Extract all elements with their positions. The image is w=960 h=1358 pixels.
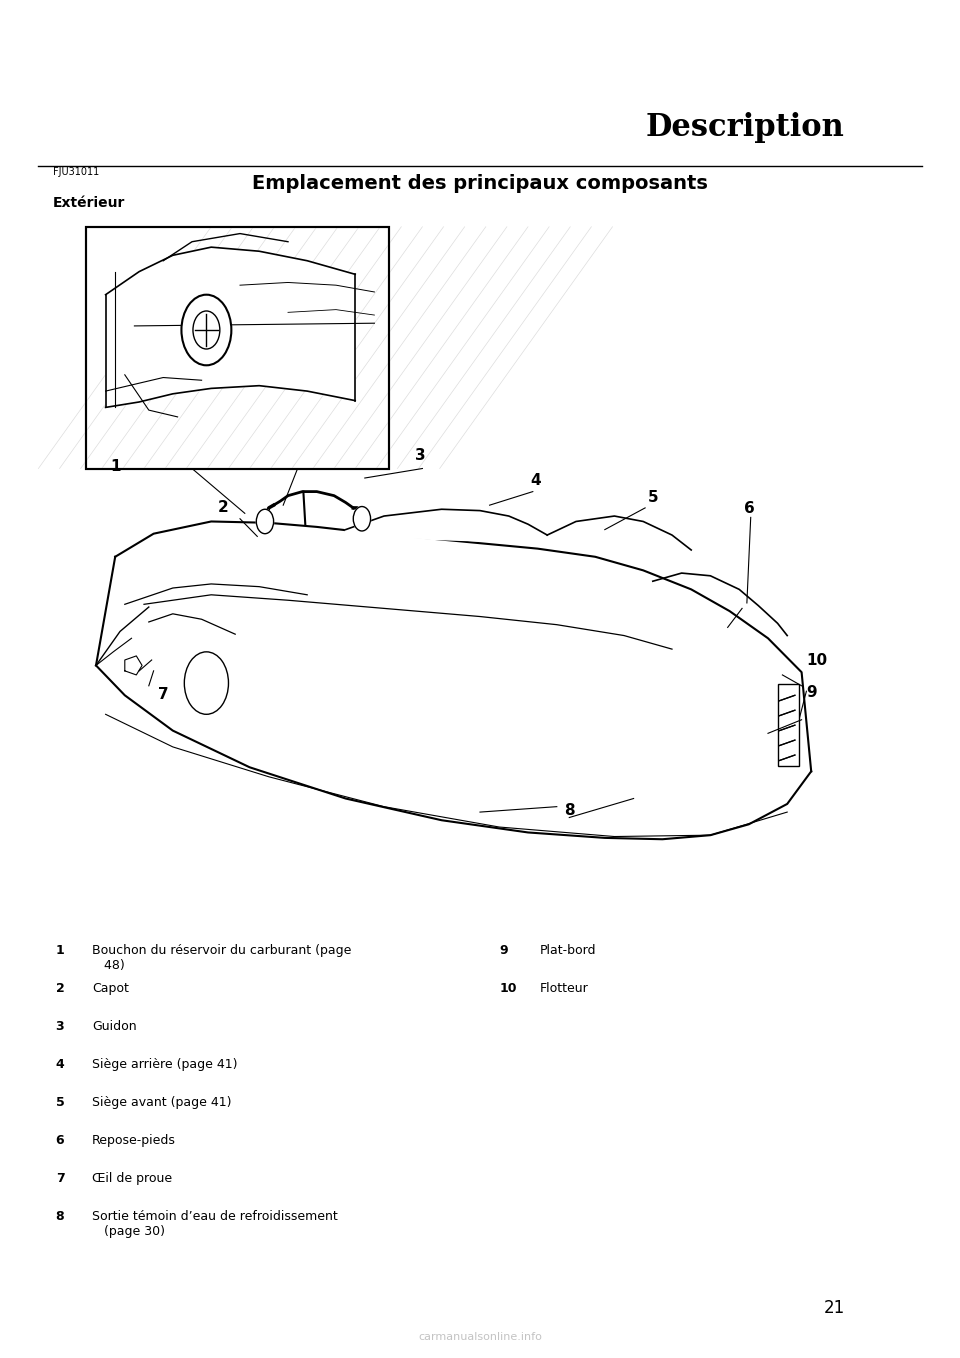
Circle shape: [181, 295, 231, 365]
Text: Plat-bord: Plat-bord: [540, 944, 596, 957]
Text: 8: 8: [564, 803, 575, 818]
Text: Flotteur: Flotteur: [540, 982, 588, 995]
Circle shape: [256, 509, 274, 534]
Text: 2: 2: [56, 982, 64, 995]
Polygon shape: [106, 247, 355, 407]
Text: 4: 4: [56, 1058, 64, 1071]
Text: 3: 3: [415, 448, 426, 463]
Text: FJU31011: FJU31011: [53, 167, 99, 177]
Text: 1: 1: [56, 944, 64, 957]
Bar: [778, 684, 799, 766]
Text: 7: 7: [157, 687, 169, 702]
Text: Siège avant (page 41): Siège avant (page 41): [92, 1096, 231, 1109]
Text: 8: 8: [56, 1210, 64, 1224]
Circle shape: [353, 507, 371, 531]
Text: 4: 4: [530, 473, 541, 488]
Text: 1: 1: [110, 459, 121, 474]
Text: 2: 2: [217, 500, 228, 515]
Text: 5: 5: [56, 1096, 64, 1109]
Text: carmanualsonline.info: carmanualsonline.info: [418, 1332, 542, 1342]
Text: Emplacement des principaux composants: Emplacement des principaux composants: [252, 174, 708, 193]
Text: Repose-pieds: Repose-pieds: [92, 1134, 176, 1148]
Text: Capot: Capot: [92, 982, 129, 995]
Text: Sortie témoin d’eau de refroidissement
   (page 30): Sortie témoin d’eau de refroidissement (…: [92, 1210, 338, 1238]
Polygon shape: [346, 509, 547, 543]
Text: 10: 10: [499, 982, 516, 995]
Text: 21: 21: [824, 1300, 845, 1317]
Circle shape: [184, 652, 228, 714]
Text: Bouchon du réservoir du carburant (page
   48): Bouchon du réservoir du carburant (page …: [92, 944, 351, 972]
Bar: [86, 227, 389, 469]
Text: 5: 5: [647, 490, 659, 505]
Text: 9: 9: [806, 684, 817, 699]
Text: 6: 6: [744, 501, 755, 516]
Text: Siège arrière (page 41): Siège arrière (page 41): [92, 1058, 238, 1071]
Polygon shape: [547, 516, 691, 557]
Text: Œil de proue: Œil de proue: [92, 1172, 172, 1186]
Text: Description: Description: [646, 111, 845, 143]
Bar: [86, 227, 389, 469]
Text: Extérieur: Extérieur: [53, 197, 125, 210]
Text: 6: 6: [56, 1134, 64, 1148]
Polygon shape: [96, 521, 811, 839]
Text: 9: 9: [499, 944, 508, 957]
Text: 3: 3: [56, 1020, 64, 1033]
Text: 10: 10: [806, 653, 828, 668]
Text: Guidon: Guidon: [92, 1020, 136, 1033]
Text: 7: 7: [56, 1172, 64, 1186]
